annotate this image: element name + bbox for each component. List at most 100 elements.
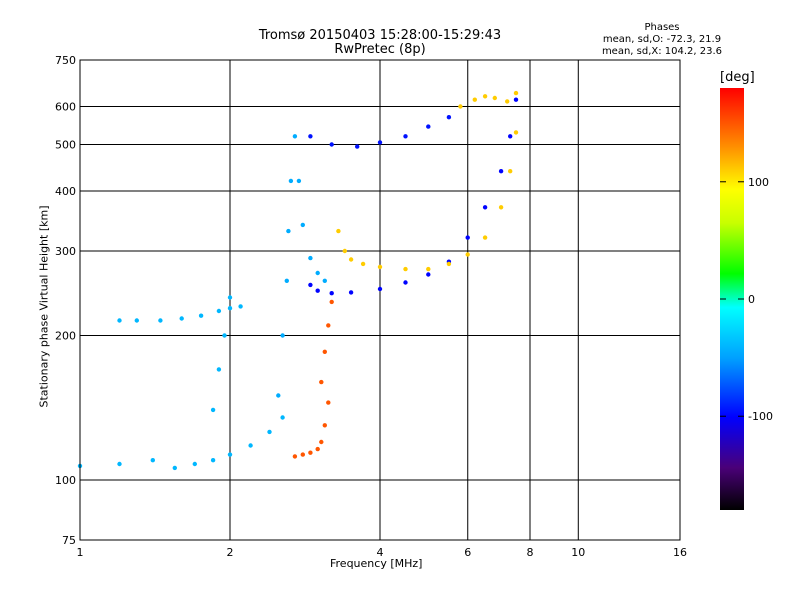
x-tick-label: 1 (77, 546, 84, 559)
echo-point (465, 252, 470, 257)
echo-point (179, 316, 184, 321)
echo-point (308, 450, 313, 455)
echo-point (322, 423, 327, 428)
echo-point (292, 454, 298, 459)
echo-point (296, 178, 302, 184)
echo-point (172, 465, 177, 471)
y-tick-label: 500 (55, 139, 76, 152)
echo-point (117, 461, 122, 467)
echo-point (284, 278, 289, 283)
echo-point (329, 299, 334, 305)
echo-point (446, 261, 452, 267)
echo-point (348, 257, 354, 262)
echo-point (498, 205, 504, 210)
stats-o-mode: mean, sd,O: -72.3, 21.9 (602, 34, 722, 45)
echo-point (403, 134, 408, 139)
echo-point (227, 306, 233, 311)
echo-point (482, 235, 488, 240)
echo-point (117, 318, 122, 323)
echo-point (426, 124, 431, 129)
stats-x-mode: mean, sd,X: 104.2, 23.6 (601, 46, 723, 57)
echo-point (513, 97, 519, 102)
echo-point (377, 140, 383, 145)
echo-point (276, 393, 281, 398)
echo-point (248, 443, 253, 448)
y-tick-label: 600 (55, 101, 76, 114)
stats-title: Phases (644, 22, 680, 33)
echo-point (300, 222, 305, 228)
echo-point (192, 461, 197, 467)
x-tick-label: 10 (571, 546, 585, 559)
x-tick-label: 8 (527, 546, 534, 559)
echo-point (508, 134, 513, 139)
echo-point (336, 228, 341, 234)
y-tick-label: 100 (55, 474, 76, 487)
chart-title-line2: RwPretec (8p) (334, 42, 426, 57)
echo-point (315, 288, 320, 293)
echo-point (222, 333, 227, 338)
echo-point (465, 235, 470, 240)
echo-point (377, 286, 383, 292)
colorbar-tick-label: 100 (748, 176, 769, 189)
echo-point (292, 134, 298, 139)
y-tick-label: 750 (55, 54, 76, 67)
echo-point (286, 228, 291, 234)
y-axis-label: Stationary phase Virtual Height [km] (37, 205, 51, 408)
echo-point (227, 295, 233, 300)
echo-point (267, 429, 272, 435)
echo-point (482, 205, 488, 210)
echo-point (458, 104, 463, 109)
echo-point (505, 99, 510, 104)
echo-point (329, 291, 334, 296)
echo-point (322, 349, 327, 354)
echo-point (426, 266, 431, 272)
echo-point (216, 367, 222, 372)
chart-title-line1: Tromsø 20150403 15:28:00-15:29:43 (258, 28, 502, 43)
y-tick-label: 300 (55, 245, 76, 258)
echo-point (134, 318, 139, 323)
echo-point (319, 439, 324, 445)
echo-point (513, 130, 519, 135)
echo-point (280, 333, 285, 338)
echo-point (280, 415, 285, 420)
x-tick-label: 16 (673, 546, 687, 559)
echo-point (322, 278, 327, 283)
echo-point (158, 318, 163, 323)
echo-point (348, 290, 354, 295)
echo-point (150, 458, 155, 463)
echo-point (198, 313, 204, 318)
echo-point (508, 169, 513, 174)
echo-point (326, 400, 331, 405)
echo-point (288, 178, 294, 184)
echo-point (355, 144, 360, 149)
echo-point (329, 142, 334, 147)
echo-point (492, 95, 497, 101)
x-tick-label: 4 (377, 546, 384, 559)
echo-point (446, 115, 452, 120)
echo-point (210, 407, 216, 413)
echo-point (360, 261, 366, 267)
colorbar-label: [deg] (720, 70, 755, 85)
echo-point (513, 90, 519, 96)
echo-point (315, 270, 320, 276)
echo-point (238, 304, 243, 309)
x-tick-label: 2 (227, 546, 234, 559)
echo-point (227, 452, 233, 457)
y-tick-label: 75 (62, 534, 76, 547)
echo-point (315, 446, 320, 452)
echo-point (308, 282, 313, 288)
echo-point (216, 308, 222, 314)
colorbar-tick-label: 0 (748, 293, 755, 306)
plot-frame (79, 59, 681, 541)
echo-point (210, 458, 216, 463)
echo-point (482, 94, 488, 99)
y-tick-label: 200 (55, 330, 76, 343)
echo-point (426, 272, 431, 277)
colorbar-tick-label: -100 (748, 410, 773, 423)
echo-point (403, 280, 408, 285)
x-tick-label: 6 (464, 546, 471, 559)
echo-point (377, 264, 383, 270)
x-axis-label: Frequency [MHz] (330, 557, 423, 570)
echo-point (498, 169, 504, 174)
echo-point (308, 255, 313, 261)
